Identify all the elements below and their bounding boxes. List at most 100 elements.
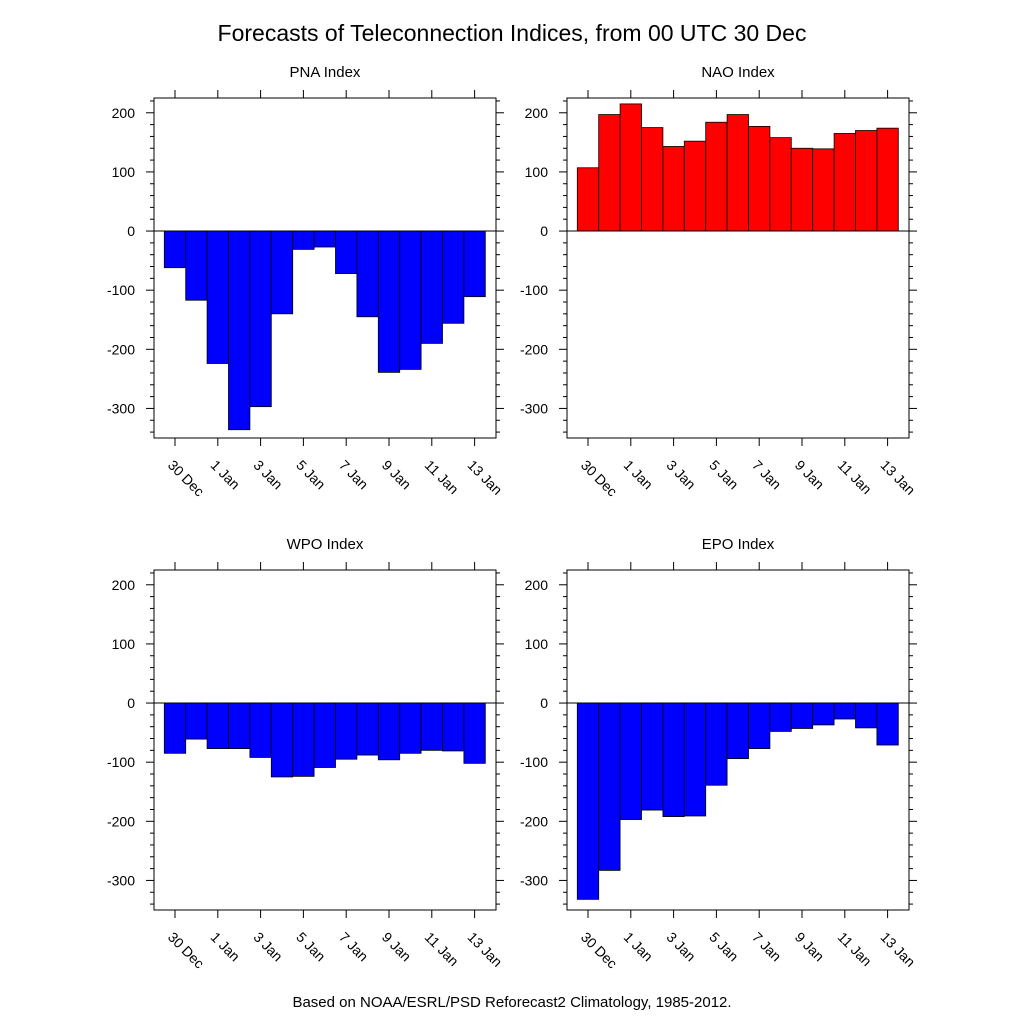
pna-bar [206, 230, 229, 364]
pna-x-tick-label: 7 Jan [336, 457, 372, 493]
nao-bar [812, 148, 835, 232]
wpo-index-panel: WPO Index 200 100 0 -100 -200 -300 30 Dec 1 Jan 3… [107, 536, 506, 971]
wpo-bar [335, 702, 358, 760]
wpo-x-tick-label: 9 Jan [379, 929, 415, 965]
pna-y-tick-label: -100 [107, 282, 135, 298]
nao-bar [876, 127, 899, 232]
pna-y-tick-label: -200 [107, 341, 135, 357]
epo-bar [726, 702, 749, 760]
nao-bar [576, 167, 600, 232]
nao-x-tick-label: 1 Jan [621, 457, 657, 493]
nao-y-tick-label: 100 [525, 164, 549, 180]
wpo-bar [270, 702, 294, 778]
nao-y-tick-label: -100 [520, 282, 548, 298]
figure-title: Forecasts of Teleconnection Indices, fro… [218, 20, 807, 46]
wpo-bar [463, 702, 486, 764]
epo-x-tick-label: 5 Jan [706, 929, 742, 965]
pna-bar [463, 230, 486, 298]
nao-y-tick-label: 0 [540, 223, 548, 239]
epo-bar [705, 702, 728, 786]
wpo-bar [356, 702, 379, 756]
nao-x-tick-label: 11 Jan [835, 457, 875, 497]
pna-bar [335, 230, 358, 275]
nao-x-tick-label: 30 Dec [578, 457, 621, 500]
nao-bar [641, 127, 664, 232]
wpo-bar [206, 702, 229, 749]
nao-index-panel: NAO Index 200 100 0 -100 -200 -300 30 Dec 1 Jan 3… [520, 64, 919, 499]
pna-x-tick-label: 1 Jan [208, 457, 244, 493]
pna-bar [377, 230, 401, 373]
nao-y-tick-label: -300 [520, 400, 548, 416]
wpo-bar [163, 702, 187, 754]
epo-y-tick-label: -300 [520, 872, 548, 888]
epo-y-tick-label: -200 [520, 813, 548, 829]
epo-x-tick-label: 30 Dec [578, 929, 621, 972]
wpo-bar [377, 702, 401, 761]
epo-x-tick-label: 13 Jan [877, 929, 918, 970]
pna-bar [442, 230, 465, 324]
epo-x-tick-label: 9 Jan [792, 929, 828, 965]
wpo-plot-frame [153, 569, 497, 911]
nao-y-tick-label: -200 [520, 341, 548, 357]
pna-bar [249, 230, 272, 408]
epo-bar [790, 702, 814, 729]
nao-bar [598, 114, 621, 232]
epo-y-tick-label: 0 [540, 695, 548, 711]
nao-x-tick-label: 5 Jan [706, 457, 742, 493]
pna-y-tick-label: -300 [107, 400, 135, 416]
pna-bar [270, 230, 294, 315]
nao-bar [855, 130, 878, 232]
nao-panel-title: NAO Index [701, 64, 775, 81]
epo-bar [855, 702, 878, 729]
wpo-x-tick-label: 13 Jan [464, 929, 505, 970]
pna-x-tick-label: 30 Dec [165, 457, 208, 500]
wpo-x-tick-label: 3 Jan [250, 929, 286, 965]
epo-y-tick-label: 200 [525, 577, 549, 593]
nao-bar [705, 121, 728, 232]
nao-bar [619, 103, 642, 232]
nao-x-tick-label: 13 Jan [877, 457, 918, 498]
wpo-bar [313, 702, 336, 768]
nao-bar [726, 114, 749, 232]
pna-x-tick-label: 9 Jan [379, 457, 415, 493]
pna-y-tick-label: 100 [112, 164, 136, 180]
pna-x-tick-label: 11 Jan [422, 457, 462, 497]
wpo-bar [292, 702, 315, 777]
nao-bar [683, 140, 707, 232]
epo-bar [598, 702, 621, 871]
wpo-y-tick-label: -200 [107, 813, 135, 829]
wpo-bar [228, 702, 251, 749]
wpo-x-tick-label: 30 Dec [165, 929, 208, 972]
pna-bar [356, 230, 379, 318]
epo-y-tick-label: 100 [525, 636, 549, 652]
figure-footer: Based on NOAA/ESRL/PSD Reforecast2 Clima… [292, 994, 731, 1011]
wpo-y-tick-label: 200 [112, 577, 136, 593]
wpo-bar [420, 702, 443, 751]
epo-y-tick-label: -100 [520, 754, 548, 770]
wpo-x-tick-label: 7 Jan [336, 929, 372, 965]
epo-bar [748, 702, 771, 749]
pna-bar [163, 230, 187, 269]
pna-bar [292, 230, 315, 250]
epo-index-panel: EPO Index 200 100 0 -100 -200 -300 30 Dec 1 Jan 3… [520, 536, 919, 971]
nao-bar [769, 137, 792, 232]
epo-panel-title: EPO Index [702, 536, 775, 553]
epo-plot-frame [566, 569, 910, 911]
nao-bar [790, 147, 814, 232]
pna-bar [228, 230, 251, 431]
wpo-bar [185, 702, 208, 740]
pna-bar [185, 230, 208, 301]
wpo-x-tick-label: 5 Jan [293, 929, 329, 965]
epo-bar [641, 702, 664, 811]
epo-bar [876, 702, 899, 746]
wpo-bar [442, 702, 465, 752]
nao-x-tick-label: 7 Jan [749, 457, 785, 493]
epo-bar [683, 702, 707, 817]
nao-bar [662, 146, 685, 232]
epo-bar [576, 702, 600, 900]
nao-x-tick-label: 3 Jan [663, 457, 699, 493]
epo-bar [662, 702, 685, 817]
nao-y-tick-label: 200 [525, 105, 549, 121]
wpo-y-tick-label: 0 [127, 695, 135, 711]
